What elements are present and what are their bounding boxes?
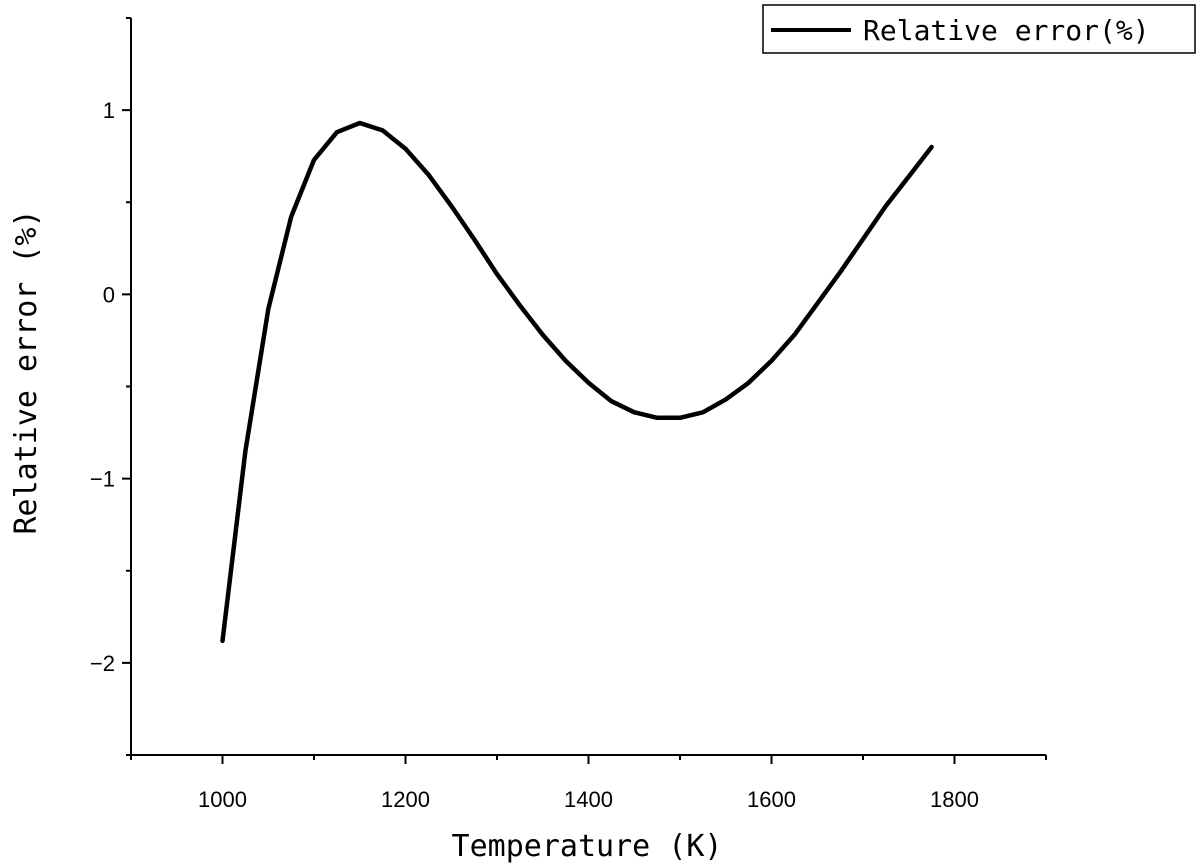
y-axis: −2 −1 0 1 <box>90 17 132 756</box>
y-axis-title: Relative error (%) <box>9 209 44 534</box>
series-line <box>220 120 934 644</box>
legend-label: Relative error(%) <box>863 14 1150 47</box>
x-tick-label: 1400 <box>564 787 613 812</box>
y-tick-label: −1 <box>90 467 115 492</box>
y-tick-label: 1 <box>103 98 115 123</box>
x-tick-label: 1000 <box>198 787 247 812</box>
y-tick-label: 0 <box>103 282 115 307</box>
plot-area <box>220 120 934 644</box>
x-axis-title: Temperature (K) <box>452 829 723 864</box>
x-tick-label: 1200 <box>381 787 430 812</box>
legend: Relative error(%) <box>762 4 1196 54</box>
x-tick-label: 1600 <box>747 787 796 812</box>
y-tick-label: −2 <box>90 651 115 676</box>
x-axis: 1000 1200 1400 1600 1800 <box>130 754 1047 812</box>
x-tick-label: 1800 <box>930 787 979 812</box>
